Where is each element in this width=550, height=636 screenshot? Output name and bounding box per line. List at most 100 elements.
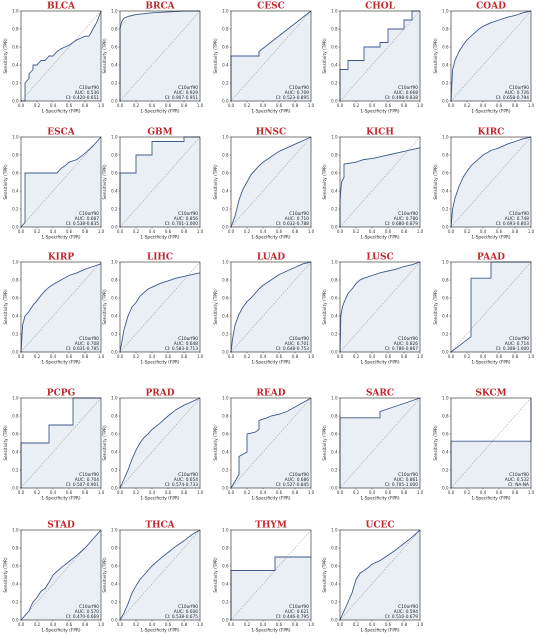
panel-title: THCA <box>145 521 175 531</box>
roc-panel-blca: BLCA 0.00.0 0.2 0.2 0.4 0.4 0.6 0.6 0.8 0.8 1.0 1.0… <box>3 2 105 115</box>
y-tick-label: 0.4 <box>222 313 229 318</box>
x-axis-label: 1-Specificity (FPR) <box>41 496 81 502</box>
y-tick-label: 1.0 <box>12 395 19 400</box>
y-tick-label: 0.4 <box>442 62 449 67</box>
roc-panel-brca: BRCA 0.00.0 0.2 0.2 0.4 0.4 0.6 0.6 0.8 0.8 1.0 1.0… <box>102 2 204 115</box>
y-axis-label: Sensitivity (TPR) <box>433 38 439 74</box>
legend-gene: C10orf90 <box>398 604 418 610</box>
y-tick-label: 0.8 <box>331 26 338 31</box>
x-tick-label: 0.8 <box>292 354 299 359</box>
legend-auc: AUC: 0.826 <box>394 341 418 347</box>
panel-title: LUSC <box>366 253 393 263</box>
y-tick-label: 0.6 <box>111 295 118 300</box>
y-tick-label: 0.0 <box>331 349 338 354</box>
x-tick-label: 0.8 <box>401 229 408 234</box>
plot-frame <box>20 529 102 621</box>
y-tick-label: 0.2 <box>331 599 338 604</box>
y-tick-label: 0.8 <box>331 152 338 157</box>
panel-title: STAD <box>47 521 75 531</box>
x-tick-label: 0.6 <box>165 622 172 627</box>
x-tick-label: 1.0 <box>98 354 105 359</box>
y-tick-label: 0.8 <box>222 26 229 31</box>
y-tick-label: 0.8 <box>222 152 229 157</box>
legend-gene: C10orf90 <box>509 85 529 91</box>
y-tick-label: 0.6 <box>442 295 449 300</box>
plot-frame <box>450 136 532 228</box>
x-tick-label: 1.0 <box>197 103 204 108</box>
legend-gene: C10orf90 <box>79 85 99 91</box>
y-tick-label: 1.0 <box>222 527 229 532</box>
panel-title: UCEC <box>365 521 394 531</box>
roc-panel-paad: PAAD 0.00.0 0.2 0.2 0.4 0.4 0.6 0.6 0.8 0.8 1.0 1.0… <box>433 253 535 366</box>
panel-title: KICH <box>366 128 394 138</box>
y-axis-label: Sensitivity (TPR) <box>322 557 328 593</box>
roc-panel-lihc: LIHC 0.00.0 0.2 0.2 0.4 0.4 0.6 0.6 0.8 0.8 1.0 1.0… <box>102 253 204 366</box>
y-tick-label: 0.8 <box>442 152 449 157</box>
x-tick-label: 1.0 <box>417 622 424 627</box>
x-tick-label: 0.4 <box>480 103 487 108</box>
y-tick-label: 0.2 <box>222 80 229 85</box>
x-tick-label: 0.6 <box>276 229 283 234</box>
x-tick-label: 1.0 <box>98 229 105 234</box>
y-tick-label: 1.0 <box>111 134 118 139</box>
x-axis-label: 1-Specificity (FPR) <box>140 235 180 241</box>
panel-title: GBM <box>147 128 172 138</box>
y-tick-label: 0.2 <box>331 331 338 336</box>
legend-ci: CI: 0.658-0.794 <box>496 95 529 101</box>
y-tick-label: 0.4 <box>331 188 338 193</box>
legend-auc: AUC: 0.708 <box>75 341 99 347</box>
x-tick-label: 0.2 <box>34 622 41 627</box>
auc-area <box>120 272 200 352</box>
roc-curve <box>119 397 201 489</box>
y-tick-label: 0.0 <box>222 224 229 229</box>
y-tick-label: 0.6 <box>442 431 449 436</box>
y-tick-label: 0.0 <box>331 98 338 103</box>
x-tick-label: 0.0 <box>448 229 455 234</box>
y-tick-label: 0.4 <box>222 581 229 586</box>
x-tick-label: 0.0 <box>337 229 344 234</box>
x-tick-label: 0.0 <box>337 490 344 495</box>
roc-panel-kirp: KIRP 0.00.0 0.2 0.2 0.4 0.4 0.6 0.6 0.8 0.8 1.0 1.0… <box>3 253 105 366</box>
plot-frame <box>339 397 421 489</box>
y-tick-label: 0.4 <box>442 313 449 318</box>
y-tick-label: 0.6 <box>331 44 338 49</box>
legend-gene: C10orf90 <box>178 85 198 91</box>
x-axis-label: 1-Specificity (FPR) <box>360 628 400 634</box>
y-tick-label: 0.4 <box>111 449 118 454</box>
x-tick-label: 0.6 <box>385 622 392 627</box>
y-tick-label: 1.0 <box>111 395 118 400</box>
legend-ci: CI: 0.507-0.901 <box>66 482 99 488</box>
x-tick-label: 0.4 <box>149 103 156 108</box>
legend-auc: AUC: 0.668 <box>394 90 418 96</box>
x-tick-label: 0.8 <box>292 229 299 234</box>
legend-gene: C10orf90 <box>178 472 198 478</box>
panel-title: KIRP <box>48 253 75 263</box>
legend-gene: C10orf90 <box>509 211 529 217</box>
x-tick-label: 0.8 <box>512 490 519 495</box>
y-tick-label: 0.2 <box>12 599 19 604</box>
x-tick-label: 0.0 <box>18 229 25 234</box>
roc-panel-esca: ESCA 0.00.0 0.2 0.2 0.4 0.4 0.6 0.6 0.8 0.8 1.0 1.0… <box>3 128 105 241</box>
x-axis-label: 1-Specificity (FPR) <box>360 496 400 502</box>
y-axis-label: Sensitivity (TPR) <box>213 289 219 325</box>
x-tick-label: 0.2 <box>133 354 140 359</box>
x-tick-label: 1.0 <box>417 354 424 359</box>
y-tick-label: 1.0 <box>111 259 118 264</box>
y-tick-label: 0.8 <box>442 413 449 418</box>
y-tick-label: 0.8 <box>111 26 118 31</box>
y-tick-label: 0.4 <box>12 581 19 586</box>
y-axis-label: Sensitivity (TPR) <box>433 425 439 461</box>
x-tick-label: 0.4 <box>369 103 376 108</box>
y-tick-label: 0.8 <box>12 413 19 418</box>
legend-ci: CI: 0.583-0.713 <box>165 346 198 352</box>
legend-auc: AUC: 0.606 <box>174 609 198 615</box>
y-tick-label: 0.8 <box>222 413 229 418</box>
x-tick-label: 0.6 <box>276 354 283 359</box>
x-tick-label: 0.4 <box>149 229 156 234</box>
y-axis-label: Sensitivity (TPR) <box>322 164 328 200</box>
legend-gene: C10orf90 <box>289 336 309 342</box>
y-tick-label: 0.4 <box>222 62 229 67</box>
x-tick-label: 0.8 <box>82 622 89 627</box>
plot-frame <box>450 261 532 353</box>
y-tick-label: 1.0 <box>111 527 118 532</box>
